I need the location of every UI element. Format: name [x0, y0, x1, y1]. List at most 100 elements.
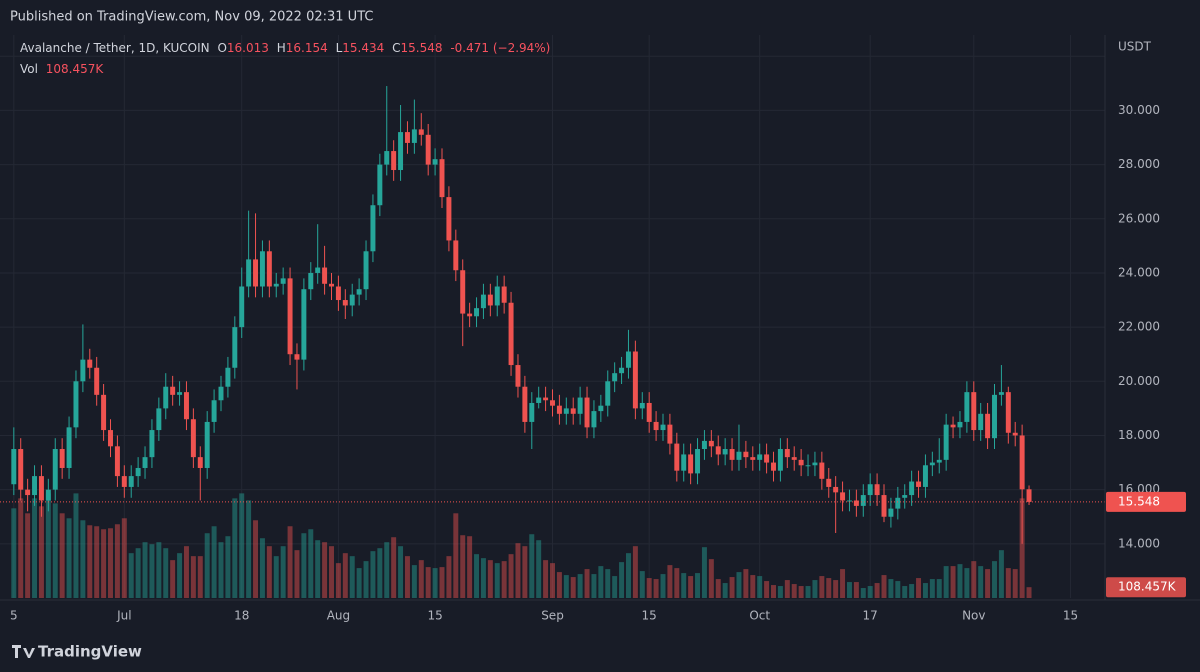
- candle-body: [874, 484, 880, 496]
- candle-body: [867, 484, 873, 496]
- candle-body: [349, 294, 355, 306]
- volume-bar: [964, 568, 970, 598]
- candle-body: [771, 462, 776, 471]
- volume-bar: [363, 561, 369, 598]
- volume-bar: [94, 526, 100, 598]
- volume-bar: [570, 577, 576, 598]
- volume-bar: [895, 581, 901, 598]
- y-tick-label: 14.000: [1118, 536, 1160, 550]
- volume-bar: [764, 581, 770, 598]
- candle-body: [474, 308, 480, 317]
- volume-bar: [356, 568, 362, 598]
- volume-bar: [536, 540, 542, 598]
- candle-body: [695, 449, 701, 474]
- candle-body: [605, 381, 611, 406]
- x-tick-label: 15: [427, 609, 442, 623]
- currency-backdrop: [1106, 36, 1200, 62]
- volume-bar: [846, 582, 852, 598]
- candle-body: [971, 392, 977, 431]
- candle-body: [487, 294, 493, 306]
- candle-body: [826, 478, 832, 487]
- candle-body: [232, 327, 238, 368]
- candle-body: [259, 251, 265, 287]
- volume-bar: [384, 542, 390, 598]
- candle-body: [612, 373, 618, 382]
- candle-body: [632, 351, 638, 409]
- candle-body: [121, 476, 127, 487]
- candle-body: [819, 462, 825, 479]
- candle-body: [895, 497, 901, 509]
- axis-layer: 14.00016.00018.00020.00022.00024.00026.0…: [0, 35, 1200, 623]
- y-tick-label: 24.000: [1118, 265, 1160, 279]
- volume-bar: [619, 562, 625, 598]
- candle-body: [273, 283, 279, 287]
- candle-body: [591, 411, 597, 428]
- candle-body: [149, 430, 155, 458]
- volume-bar: [860, 588, 866, 598]
- volume-bar: [577, 574, 583, 598]
- volume-bar: [743, 569, 749, 598]
- volume-bar: [653, 579, 659, 598]
- candle-body: [190, 419, 196, 458]
- volume-bar: [791, 584, 797, 598]
- volume-bar: [329, 546, 334, 598]
- last-volume-box: [1106, 577, 1186, 598]
- volume-bar: [266, 546, 272, 598]
- candle-body: [253, 259, 259, 287]
- volume-bar: [239, 493, 245, 598]
- candle-body: [736, 451, 742, 460]
- candle-body: [743, 451, 749, 458]
- candle-body: [287, 278, 293, 355]
- candle-body: [1019, 435, 1025, 490]
- x-tick-label: 5: [10, 609, 18, 623]
- volume-bar: [639, 571, 645, 598]
- volume-bar: [287, 526, 293, 598]
- volume-bar: [736, 572, 742, 598]
- volume-bar: [660, 574, 666, 598]
- candle-body: [1026, 489, 1032, 502]
- candle-body: [515, 365, 521, 387]
- candle-body: [529, 402, 535, 422]
- candle-body: [701, 440, 707, 450]
- legend-volume: Vol 108.457K: [20, 62, 104, 76]
- candle-body: [329, 283, 334, 287]
- candle-body: [902, 495, 908, 498]
- volume-bar: [425, 567, 431, 598]
- candle-body: [246, 259, 252, 287]
- volume-bar: [667, 565, 673, 598]
- candle-body: [52, 449, 58, 490]
- volume-bar: [453, 513, 459, 598]
- volume-bar: [253, 520, 259, 598]
- x-tick-label: Nov: [962, 609, 985, 623]
- volume-bar: [128, 553, 134, 598]
- candle-body: [142, 457, 148, 468]
- footer-logo: TradingView: [12, 643, 142, 661]
- volume-bar: [1012, 569, 1018, 598]
- candle-body: [101, 394, 107, 431]
- candle-body: [439, 159, 445, 198]
- volume-bar: [18, 498, 24, 598]
- candle-body: [494, 286, 500, 306]
- volume-bar: [695, 573, 701, 598]
- volume-bar: [183, 546, 189, 598]
- candle-body: [764, 454, 770, 463]
- volume-bar: [418, 560, 424, 598]
- volume-bar: [978, 566, 984, 598]
- candle-body: [957, 421, 963, 428]
- candle-body: [501, 286, 507, 303]
- volume-bar: [625, 553, 631, 598]
- volume-bar: [522, 546, 528, 598]
- candle-body: [308, 272, 314, 290]
- y-tick-label: 26.000: [1118, 211, 1160, 225]
- candle-body: [197, 457, 203, 468]
- volume-bar: [646, 578, 652, 598]
- change: -0.471 (−2.94%): [450, 41, 550, 55]
- candle-body: [18, 449, 24, 490]
- x-tick-label: 15: [642, 609, 657, 623]
- vol-value: 108.457K: [46, 62, 105, 76]
- high-letter: H: [277, 41, 286, 55]
- volume-bar: [480, 558, 486, 598]
- candle-body: [404, 132, 410, 143]
- candle-body: [639, 402, 645, 409]
